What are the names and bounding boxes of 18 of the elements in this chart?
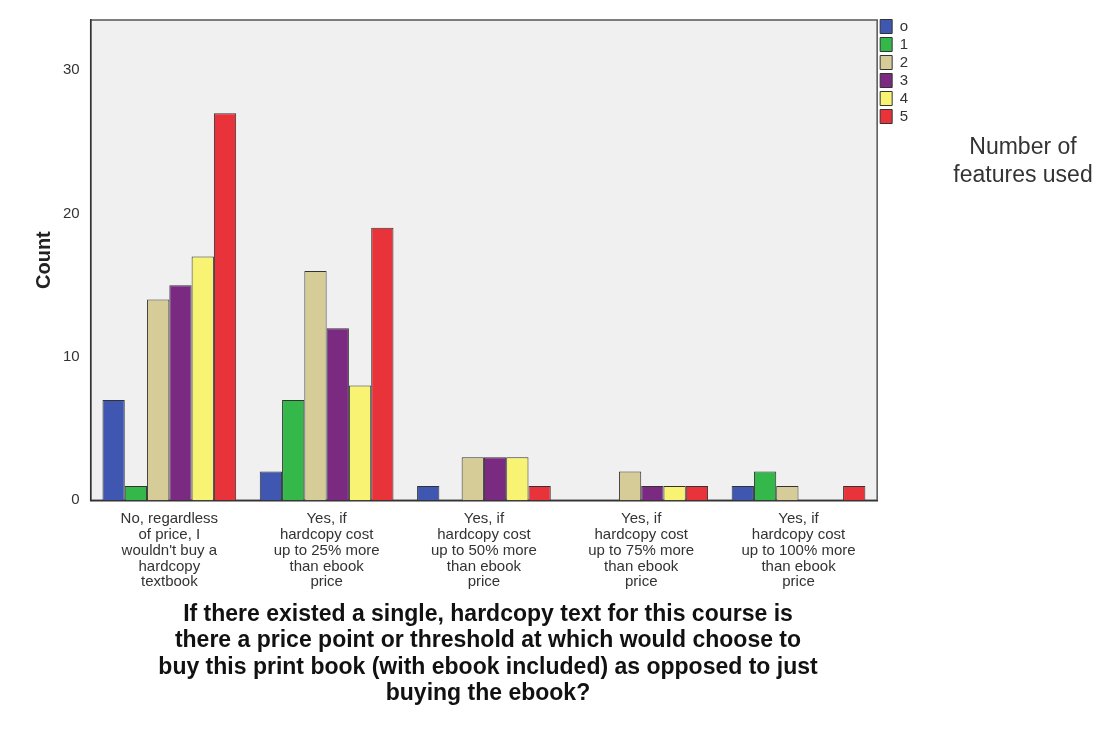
- y-tick-label: 0: [71, 490, 80, 508]
- legend-label: 1: [899, 34, 908, 52]
- x-tick-label: No, regardless of price, I wouldn't buy a hardcopy textbook: [120, 509, 219, 590]
- legend-title: Number of features used: [952, 133, 1094, 189]
- y-axis-title: Count: [31, 230, 54, 290]
- legend-label: o: [899, 16, 908, 34]
- x-axis-title: If there existed a single, hardcopy text for this course is there a price point or threshold at which would choose to buy this print book (with ebook included) as opposed to just buying the ebook?: [158, 600, 818, 706]
- x-tick-label: Yes, if hardcopy cost up to 75% more than ebook price: [588, 509, 695, 590]
- legend-label: 5: [899, 106, 908, 124]
- legend-label: 2: [899, 52, 908, 70]
- x-tick-label: Yes, if hardcopy cost up to 50% more than ebook price: [430, 509, 537, 590]
- y-tick-label: 20: [63, 203, 80, 221]
- y-tick-label: 30: [63, 60, 80, 78]
- x-tick-label: Yes, if hardcopy cost up to 25% more than ebook price: [273, 509, 380, 590]
- x-tick-label: Yes, if hardcopy cost up to 100% more than ebook price: [741, 509, 856, 590]
- legend-label: 3: [899, 70, 908, 88]
- legend-label: 4: [899, 88, 908, 106]
- y-tick-label: 10: [63, 347, 80, 365]
